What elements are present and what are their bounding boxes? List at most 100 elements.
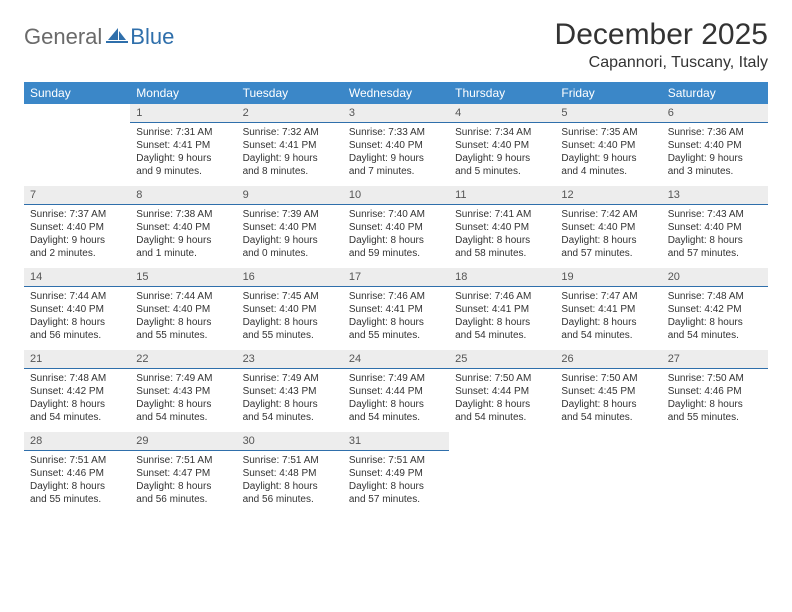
daylight-text: Daylight: 8 hours and 58 minutes.	[455, 234, 549, 260]
sunrise-text: Sunrise: 7:51 AM	[243, 454, 337, 467]
day-number: 26	[555, 350, 661, 369]
calendar-day-cell: 18Sunrise: 7:46 AMSunset: 4:41 PMDayligh…	[449, 268, 555, 350]
day-details: Sunrise: 7:50 AMSunset: 4:44 PMDaylight:…	[449, 369, 555, 428]
day-number: 25	[449, 350, 555, 369]
sunset-text: Sunset: 4:40 PM	[455, 139, 549, 152]
day-details: Sunrise: 7:44 AMSunset: 4:40 PMDaylight:…	[24, 287, 130, 346]
day-details: Sunrise: 7:50 AMSunset: 4:45 PMDaylight:…	[555, 369, 661, 428]
sunset-text: Sunset: 4:40 PM	[668, 221, 762, 234]
sunset-text: Sunset: 4:48 PM	[243, 467, 337, 480]
weekday-header: Thursday	[449, 82, 555, 104]
day-details: Sunrise: 7:49 AMSunset: 4:43 PMDaylight:…	[237, 369, 343, 428]
daylight-text: Daylight: 9 hours and 8 minutes.	[243, 152, 337, 178]
calendar-day-cell: 23Sunrise: 7:49 AMSunset: 4:43 PMDayligh…	[237, 350, 343, 432]
calendar-day-cell	[555, 432, 661, 514]
sunrise-text: Sunrise: 7:40 AM	[349, 208, 443, 221]
sunset-text: Sunset: 4:41 PM	[561, 303, 655, 316]
daylight-text: Daylight: 8 hours and 54 minutes.	[561, 316, 655, 342]
calendar-week-row: 7Sunrise: 7:37 AMSunset: 4:40 PMDaylight…	[24, 186, 768, 268]
sunset-text: Sunset: 4:47 PM	[136, 467, 230, 480]
sunrise-text: Sunrise: 7:46 AM	[455, 290, 549, 303]
sunset-text: Sunset: 4:40 PM	[136, 303, 230, 316]
daylight-text: Daylight: 9 hours and 0 minutes.	[243, 234, 337, 260]
calendar-day-cell	[662, 432, 768, 514]
day-number: 14	[24, 268, 130, 287]
day-details: Sunrise: 7:51 AMSunset: 4:46 PMDaylight:…	[24, 451, 130, 510]
day-details: Sunrise: 7:46 AMSunset: 4:41 PMDaylight:…	[343, 287, 449, 346]
sunset-text: Sunset: 4:40 PM	[136, 221, 230, 234]
day-details: Sunrise: 7:44 AMSunset: 4:40 PMDaylight:…	[130, 287, 236, 346]
day-details: Sunrise: 7:46 AMSunset: 4:41 PMDaylight:…	[449, 287, 555, 346]
sunrise-text: Sunrise: 7:49 AM	[349, 372, 443, 385]
sunrise-text: Sunrise: 7:37 AM	[30, 208, 124, 221]
daylight-text: Daylight: 9 hours and 7 minutes.	[349, 152, 443, 178]
calendar-week-row: 21Sunrise: 7:48 AMSunset: 4:42 PMDayligh…	[24, 350, 768, 432]
day-number: 15	[130, 268, 236, 287]
weekday-header: Friday	[555, 82, 661, 104]
sunrise-text: Sunrise: 7:43 AM	[668, 208, 762, 221]
day-details: Sunrise: 7:31 AMSunset: 4:41 PMDaylight:…	[130, 123, 236, 182]
daylight-text: Daylight: 8 hours and 54 minutes.	[243, 398, 337, 424]
calendar-day-cell: 9Sunrise: 7:39 AMSunset: 4:40 PMDaylight…	[237, 186, 343, 268]
weekday-header: Monday	[130, 82, 236, 104]
calendar-day-cell: 28Sunrise: 7:51 AMSunset: 4:46 PMDayligh…	[24, 432, 130, 514]
daylight-text: Daylight: 9 hours and 1 minute.	[136, 234, 230, 260]
calendar-day-cell	[24, 104, 130, 186]
day-number: 17	[343, 268, 449, 287]
daylight-text: Daylight: 8 hours and 54 minutes.	[136, 398, 230, 424]
day-number: 20	[662, 268, 768, 287]
day-details: Sunrise: 7:51 AMSunset: 4:48 PMDaylight:…	[237, 451, 343, 510]
brand-sail-icon	[106, 26, 128, 49]
sunrise-text: Sunrise: 7:48 AM	[668, 290, 762, 303]
calendar-day-cell: 1Sunrise: 7:31 AMSunset: 4:41 PMDaylight…	[130, 104, 236, 186]
calendar-day-cell: 25Sunrise: 7:50 AMSunset: 4:44 PMDayligh…	[449, 350, 555, 432]
day-number: 31	[343, 432, 449, 451]
sunset-text: Sunset: 4:44 PM	[349, 385, 443, 398]
sunrise-text: Sunrise: 7:33 AM	[349, 126, 443, 139]
calendar-day-cell: 6Sunrise: 7:36 AMSunset: 4:40 PMDaylight…	[662, 104, 768, 186]
brand-text-general: General	[24, 24, 102, 50]
calendar-day-cell: 8Sunrise: 7:38 AMSunset: 4:40 PMDaylight…	[130, 186, 236, 268]
day-number: 1	[130, 104, 236, 123]
sunset-text: Sunset: 4:42 PM	[668, 303, 762, 316]
calendar-day-cell: 15Sunrise: 7:44 AMSunset: 4:40 PMDayligh…	[130, 268, 236, 350]
sunrise-text: Sunrise: 7:51 AM	[30, 454, 124, 467]
sunset-text: Sunset: 4:46 PM	[668, 385, 762, 398]
calendar-day-cell: 20Sunrise: 7:48 AMSunset: 4:42 PMDayligh…	[662, 268, 768, 350]
sunset-text: Sunset: 4:40 PM	[349, 139, 443, 152]
day-number: 16	[237, 268, 343, 287]
calendar-day-cell: 12Sunrise: 7:42 AMSunset: 4:40 PMDayligh…	[555, 186, 661, 268]
day-details: Sunrise: 7:36 AMSunset: 4:40 PMDaylight:…	[662, 123, 768, 182]
day-number: 28	[24, 432, 130, 451]
calendar-day-cell: 19Sunrise: 7:47 AMSunset: 4:41 PMDayligh…	[555, 268, 661, 350]
daylight-text: Daylight: 8 hours and 56 minutes.	[243, 480, 337, 506]
sunset-text: Sunset: 4:40 PM	[30, 303, 124, 316]
day-number: 10	[343, 186, 449, 205]
calendar-week-row: 1Sunrise: 7:31 AMSunset: 4:41 PMDaylight…	[24, 104, 768, 186]
sunrise-text: Sunrise: 7:47 AM	[561, 290, 655, 303]
sunset-text: Sunset: 4:42 PM	[30, 385, 124, 398]
day-number: 19	[555, 268, 661, 287]
calendar-day-cell: 16Sunrise: 7:45 AMSunset: 4:40 PMDayligh…	[237, 268, 343, 350]
sunrise-text: Sunrise: 7:45 AM	[243, 290, 337, 303]
sunrise-text: Sunrise: 7:50 AM	[455, 372, 549, 385]
calendar-day-cell: 17Sunrise: 7:46 AMSunset: 4:41 PMDayligh…	[343, 268, 449, 350]
daylight-text: Daylight: 8 hours and 54 minutes.	[349, 398, 443, 424]
daylight-text: Daylight: 9 hours and 9 minutes.	[136, 152, 230, 178]
daylight-text: Daylight: 9 hours and 5 minutes.	[455, 152, 549, 178]
day-number: 3	[343, 104, 449, 123]
calendar-day-cell: 11Sunrise: 7:41 AMSunset: 4:40 PMDayligh…	[449, 186, 555, 268]
daylight-text: Daylight: 8 hours and 55 minutes.	[668, 398, 762, 424]
day-details: Sunrise: 7:47 AMSunset: 4:41 PMDaylight:…	[555, 287, 661, 346]
daylight-text: Daylight: 8 hours and 54 minutes.	[30, 398, 124, 424]
calendar-day-cell: 4Sunrise: 7:34 AMSunset: 4:40 PMDaylight…	[449, 104, 555, 186]
sunrise-text: Sunrise: 7:31 AM	[136, 126, 230, 139]
daylight-text: Daylight: 8 hours and 55 minutes.	[30, 480, 124, 506]
day-number: 4	[449, 104, 555, 123]
sunrise-text: Sunrise: 7:50 AM	[668, 372, 762, 385]
sunset-text: Sunset: 4:40 PM	[349, 221, 443, 234]
day-number: 24	[343, 350, 449, 369]
sunset-text: Sunset: 4:41 PM	[136, 139, 230, 152]
day-details: Sunrise: 7:42 AMSunset: 4:40 PMDaylight:…	[555, 205, 661, 264]
sunset-text: Sunset: 4:40 PM	[30, 221, 124, 234]
